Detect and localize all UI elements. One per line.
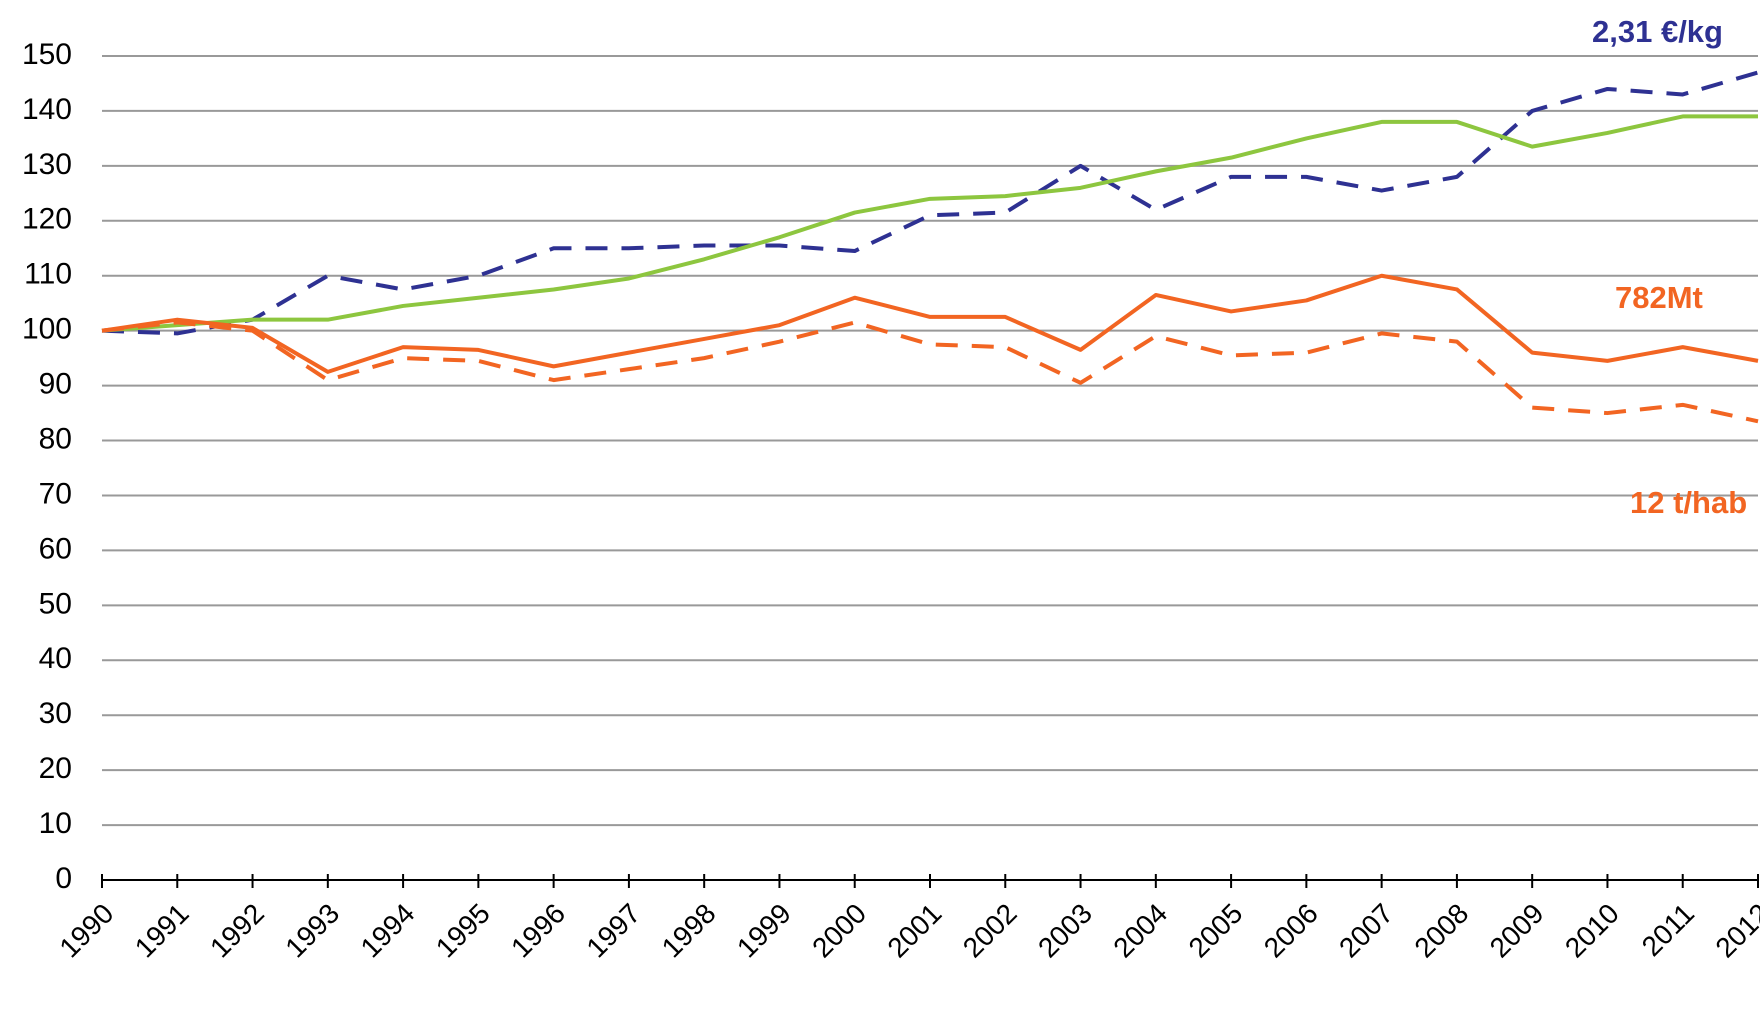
x-tick-label: 2012 (1709, 898, 1760, 964)
y-tick-label: 0 (55, 862, 72, 895)
y-tick-label: 80 (39, 422, 72, 455)
y-tick-label: 40 (39, 642, 72, 675)
x-tick-label: 2003 (1032, 898, 1098, 964)
y-tick-label: 90 (39, 368, 72, 401)
x-tick-label: 1997 (580, 898, 646, 964)
x-tick-label: 2000 (806, 898, 872, 964)
y-tick-label: 150 (22, 38, 72, 71)
annotation-background (1545, 280, 1685, 320)
series-line (101, 114, 1758, 333)
x-tick-label: 2010 (1559, 898, 1625, 964)
x-tick-label: 1992 (204, 898, 270, 964)
x-tick-label: 2006 (1258, 898, 1324, 964)
series-line (101, 273, 1759, 374)
x-tick-label: 2011 (1636, 898, 1701, 963)
annotation: 2,31 €/kg (1592, 14, 1723, 49)
x-tick-label: 2004 (1107, 898, 1173, 964)
x-tick-label: 2008 (1408, 898, 1474, 964)
y-tick-label: 30 (39, 697, 72, 730)
y-tick-label: 20 (39, 752, 72, 785)
x-tick-label: 1990 (53, 898, 119, 964)
x-tick-label: 2005 (1183, 898, 1249, 964)
annotation: 12 t/hab (1630, 485, 1747, 520)
y-tick-label: 50 (39, 587, 72, 620)
series-line (101, 70, 1759, 336)
y-tick-label: 10 (39, 807, 72, 840)
x-tick-label: 1993 (279, 898, 345, 964)
x-tick-label: 1998 (656, 898, 722, 964)
y-tick-label: 130 (22, 148, 72, 181)
x-tick-label: 1994 (355, 898, 421, 964)
y-tick-label: 100 (22, 313, 72, 346)
x-tick-label: 2002 (957, 898, 1023, 964)
plot-area: 0 10 20 30 40 50 60 70 80 90 100 110 120 130 140 150 199… (22, 38, 1760, 964)
x-tick-label: 1999 (731, 898, 797, 964)
annotation: 782Mt (1615, 280, 1703, 315)
series-line (101, 320, 1759, 424)
x-tick-label: 2001 (881, 898, 947, 964)
x-tick-label: 1996 (505, 898, 571, 964)
x-tick-label: 2007 (1333, 898, 1399, 964)
x-tick-label: 1991 (129, 898, 195, 964)
y-tick-label: 120 (22, 203, 72, 236)
y-tick-label: 110 (24, 258, 72, 291)
y-tick-label: 70 (39, 477, 72, 510)
y-tick-label: 60 (39, 532, 72, 565)
x-tick-label: 2009 (1484, 898, 1550, 964)
y-tick-label: 140 (22, 93, 72, 126)
x-tick-label: 1995 (430, 898, 496, 964)
